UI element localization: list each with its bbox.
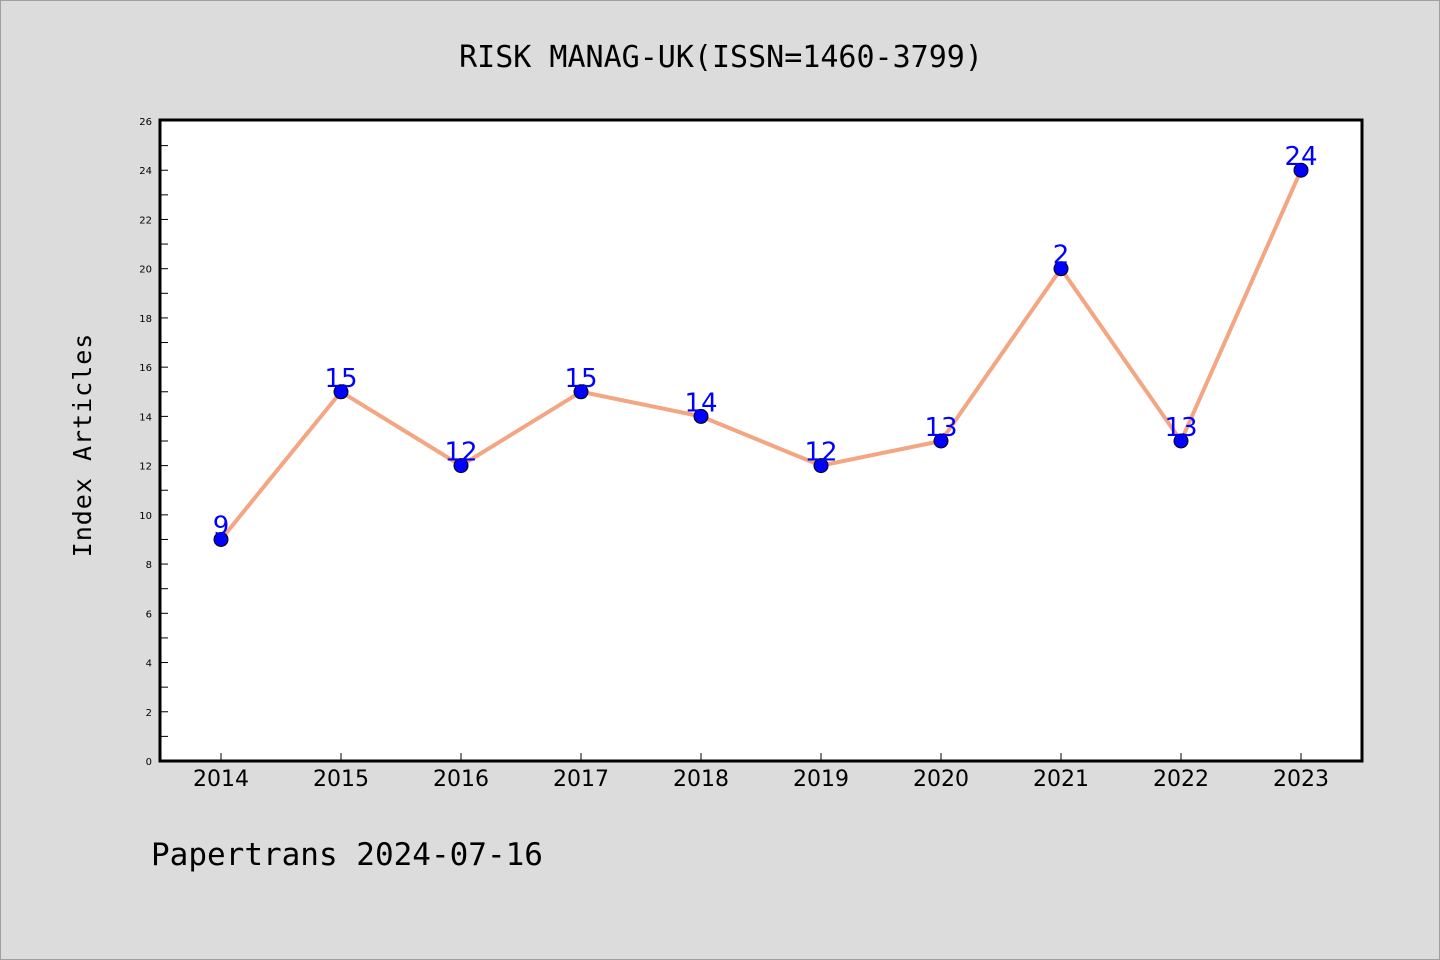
x-axis: 2014 2015 2016 2017 2018 2019 2020 2021 2022 2023: [193, 753, 1329, 792]
y-tick-label: 14: [139, 412, 152, 423]
x-tick-label: 2022: [1153, 767, 1209, 792]
y-tick-label: 18: [139, 314, 152, 325]
y-tick-label: 2: [146, 708, 152, 719]
data-point-2023: [1293, 162, 1309, 178]
data-label-2023: 24: [1284, 142, 1317, 172]
data-label-2018: 14: [684, 388, 717, 418]
x-tick-label: 2020: [913, 767, 969, 792]
y-tick-label: 8: [146, 560, 152, 571]
data-point-2014: [213, 531, 229, 547]
x-tick-label: 2015: [313, 767, 369, 792]
x-tick-label: 2019: [793, 767, 849, 792]
data-point-2015: [333, 384, 349, 400]
series-group: [213, 162, 1309, 547]
footer-text: Papertrans 2024-07-16: [151, 837, 543, 873]
x-tick-label: 2017: [553, 767, 609, 792]
data-label-2021: 2: [1053, 241, 1070, 271]
series-line: [219, 169, 1303, 541]
y-tick-label: 24: [139, 166, 152, 177]
x-tick-label: 2021: [1033, 767, 1089, 792]
y-tick-label: 16: [139, 363, 152, 374]
data-label-2017: 15: [564, 364, 597, 394]
data-labels: 9 15 12 15 14 12 13 2 13 24: [213, 142, 1318, 541]
data-point-2016: [453, 458, 469, 474]
data-point-2021: [1053, 261, 1069, 277]
x-tick-label: 2014: [193, 767, 249, 792]
y-tick-label: 10: [139, 511, 152, 522]
data-point-2018: [693, 408, 709, 424]
data-label-2020: 13: [924, 413, 957, 443]
data-label-2022: 13: [1164, 413, 1197, 443]
y-tick-label: 26: [139, 117, 152, 128]
x-tick-label: 2023: [1273, 767, 1329, 792]
y-tick-label: 0: [146, 757, 152, 768]
y-tick-label: 4: [146, 659, 152, 670]
data-label-2019: 12: [804, 438, 837, 468]
x-tick-label: 2018: [673, 767, 729, 792]
chart-title: RISK MANAG-UK(ISSN=1460-3799): [459, 40, 983, 75]
data-label-2016: 12: [444, 438, 477, 468]
data-label-2015: 15: [324, 364, 357, 394]
data-label-2014: 9: [213, 511, 230, 541]
data-point-2017: [573, 384, 589, 400]
data-point-2019: [813, 458, 829, 474]
y-tick-label: 20: [139, 265, 152, 276]
y-tick-label: 6: [146, 609, 152, 620]
x-tick-label: 2016: [433, 767, 489, 792]
y-axis-label: Index Articles: [68, 333, 97, 558]
y-tick-label: 12: [139, 462, 152, 473]
data-point-2020: [933, 433, 949, 449]
y-tick-label: 22: [139, 215, 152, 226]
data-point-2022: [1173, 433, 1189, 449]
